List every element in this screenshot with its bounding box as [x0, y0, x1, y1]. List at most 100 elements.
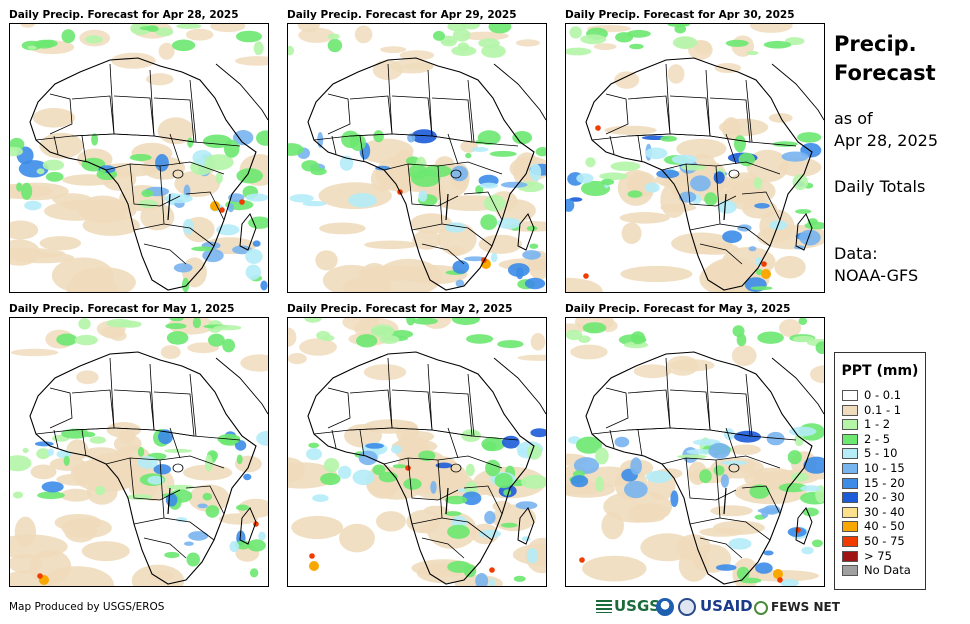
rain-area	[229, 541, 239, 553]
legend-item: 5 - 10	[842, 446, 897, 460]
rain-area	[22, 447, 29, 453]
rain-area	[245, 193, 268, 202]
rain-area	[164, 194, 193, 204]
country-border	[411, 223, 443, 231]
precip-map	[9, 23, 269, 293]
country-border	[745, 79, 753, 143]
legend-label: 50 - 75	[864, 534, 905, 548]
rain-area	[515, 501, 538, 510]
rain-area	[33, 39, 55, 49]
light-precip-area	[750, 24, 793, 33]
country-border	[71, 389, 115, 431]
country-border	[591, 133, 797, 147]
map-credit: Map Produced by USGS/EROS	[9, 601, 165, 613]
light-precip-area	[30, 464, 57, 480]
lake-tanganyika-outline	[167, 487, 171, 515]
rain-area	[488, 578, 495, 586]
country-border	[185, 191, 225, 221]
legend-swatch	[842, 419, 858, 431]
light-precip-area	[10, 554, 43, 574]
rain-area	[186, 552, 200, 567]
rain-area	[41, 481, 64, 493]
country-border	[49, 387, 73, 429]
legend-swatch	[842, 477, 858, 489]
light-precip-area	[219, 513, 258, 525]
light-precip-area	[10, 248, 66, 259]
light-precip-area	[446, 246, 465, 257]
rain-area	[418, 450, 436, 462]
country-border	[149, 69, 155, 137]
rain-area	[677, 454, 707, 459]
rain-area	[339, 155, 354, 171]
forecast-panel: Daily Precip. Forecast for Apr 29, 2025	[287, 9, 557, 299]
rain-area	[763, 550, 774, 556]
rain-area	[249, 568, 259, 578]
light-precip-area	[604, 125, 657, 135]
rain-area	[513, 575, 526, 582]
rain-area	[418, 190, 428, 202]
country-border	[327, 387, 351, 429]
rain-area	[725, 39, 749, 47]
rain-area	[520, 474, 546, 489]
rain-area	[21, 182, 33, 200]
heavy-rain-cell	[777, 577, 783, 583]
heavy-rain-cell	[761, 261, 767, 267]
light-precip-area	[691, 242, 739, 255]
rain-area	[233, 130, 254, 146]
rain-area	[435, 462, 453, 469]
legend-item: 2 - 5	[842, 432, 890, 446]
rain-area	[811, 539, 823, 548]
light-precip-area	[185, 28, 214, 41]
rain-area	[500, 181, 528, 188]
light-precip-area	[148, 570, 174, 581]
country-border	[745, 373, 753, 437]
country-border	[705, 363, 711, 431]
light-precip-area	[810, 365, 824, 384]
light-precip-area	[354, 25, 373, 44]
rain-area	[158, 429, 173, 445]
light-precip-area	[82, 447, 120, 460]
rain-area	[753, 177, 763, 190]
panel-title: Daily Precip. Forecast for May 2, 2025	[287, 303, 513, 315]
country-border	[411, 517, 443, 525]
light-precip-area	[730, 444, 761, 456]
rain-area	[36, 168, 45, 175]
rain-area	[485, 459, 501, 477]
rain-area	[171, 39, 196, 52]
country-border	[447, 133, 459, 165]
panel-title: Daily Precip. Forecast for Apr 29, 2025	[287, 9, 517, 21]
country-border	[665, 357, 671, 429]
legend-label: 20 - 30	[864, 490, 905, 505]
as-of-line1: as of	[834, 109, 873, 128]
light-precip-area	[619, 212, 670, 224]
rain-area	[84, 35, 103, 44]
legend-swatch	[842, 492, 858, 504]
light-precip-area	[430, 456, 459, 482]
legend-item: 0 - 0.1	[842, 388, 901, 402]
light-precip-area	[158, 42, 175, 60]
light-precip-area	[291, 515, 344, 540]
rain-area	[222, 338, 236, 353]
light-precip-area	[299, 338, 337, 356]
rain-area	[599, 172, 628, 180]
rain-area	[645, 147, 668, 160]
country-border	[113, 95, 155, 137]
country-border	[725, 427, 737, 459]
country-border	[327, 93, 351, 135]
side-title: Precip. Forecast	[834, 30, 936, 88]
light-precip-area	[731, 345, 757, 367]
as-of-date: Apr 28, 2025	[834, 131, 939, 150]
rain-area	[795, 209, 812, 214]
rain-area	[624, 480, 648, 499]
rain-area	[580, 34, 607, 45]
rain-area	[490, 252, 498, 263]
country-border	[689, 223, 721, 231]
country-border	[437, 459, 493, 541]
rain-area	[370, 324, 395, 338]
rain-area	[794, 433, 804, 447]
precip-map	[9, 317, 269, 587]
rain-area	[678, 191, 697, 203]
light-precip-area	[710, 505, 753, 517]
rain-area	[660, 135, 677, 142]
country-border	[467, 79, 475, 143]
